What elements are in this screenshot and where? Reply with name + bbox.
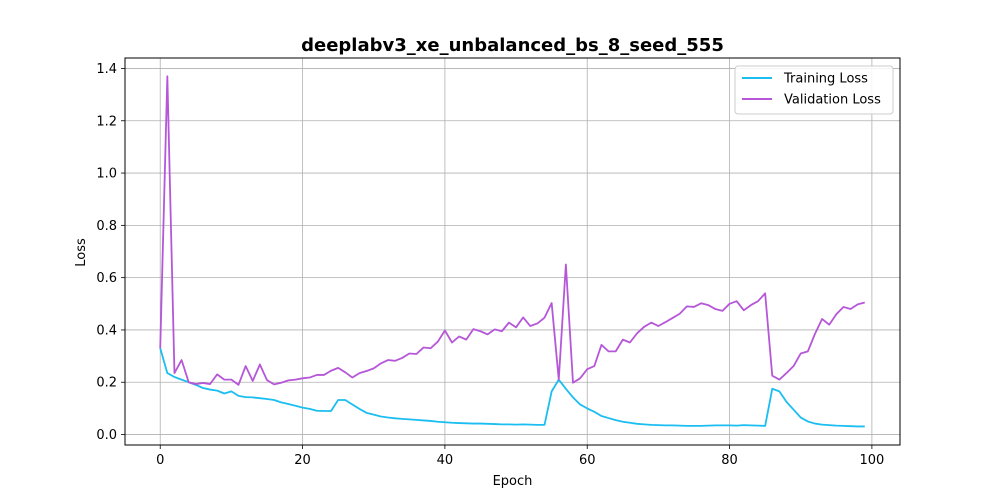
legend-box xyxy=(734,65,894,115)
x-tick-label: 40 xyxy=(437,453,454,468)
x-tick-label: 60 xyxy=(579,453,596,468)
legend-label-validation-loss: Validation Loss xyxy=(784,93,881,108)
y-tick-label: 0.2 xyxy=(96,376,117,391)
y-tick-label: 1.2 xyxy=(96,114,117,129)
series-line-training-loss xyxy=(159,348,865,428)
y-tick-label: 1.4 xyxy=(96,62,117,77)
y-tick-label: 0.6 xyxy=(96,271,117,286)
x-tick-label: 20 xyxy=(294,453,311,468)
y-axis-label: Loss xyxy=(74,238,89,267)
legend: Training Loss Validation Loss xyxy=(734,65,894,115)
y-tick-label: 1.0 xyxy=(96,167,117,182)
x-tick-label: 80 xyxy=(721,453,738,468)
chart-title: deeplabv3_xe_unbalanced_bs_8_seed_555 xyxy=(301,35,724,56)
series-line-validation-loss xyxy=(159,75,865,386)
series-lines xyxy=(159,75,865,428)
grid-lines xyxy=(125,58,900,445)
y-tick-label: 0.0 xyxy=(96,428,117,443)
plot-frame xyxy=(124,57,901,446)
y-tick-label: 0.8 xyxy=(96,219,117,234)
x-tick-label: 0 xyxy=(156,453,164,468)
axis-ticks: 0 20 40 60 80 100 0.0 0.2 0.4 0.6 0.8 1.0 1.2 1.4 xyxy=(96,62,884,468)
x-tick-label: 100 xyxy=(859,453,884,468)
y-tick-label: 0.4 xyxy=(96,323,117,338)
legend-label-training-loss: Training Loss xyxy=(783,72,868,87)
x-axis-label: Epoch xyxy=(493,474,533,489)
